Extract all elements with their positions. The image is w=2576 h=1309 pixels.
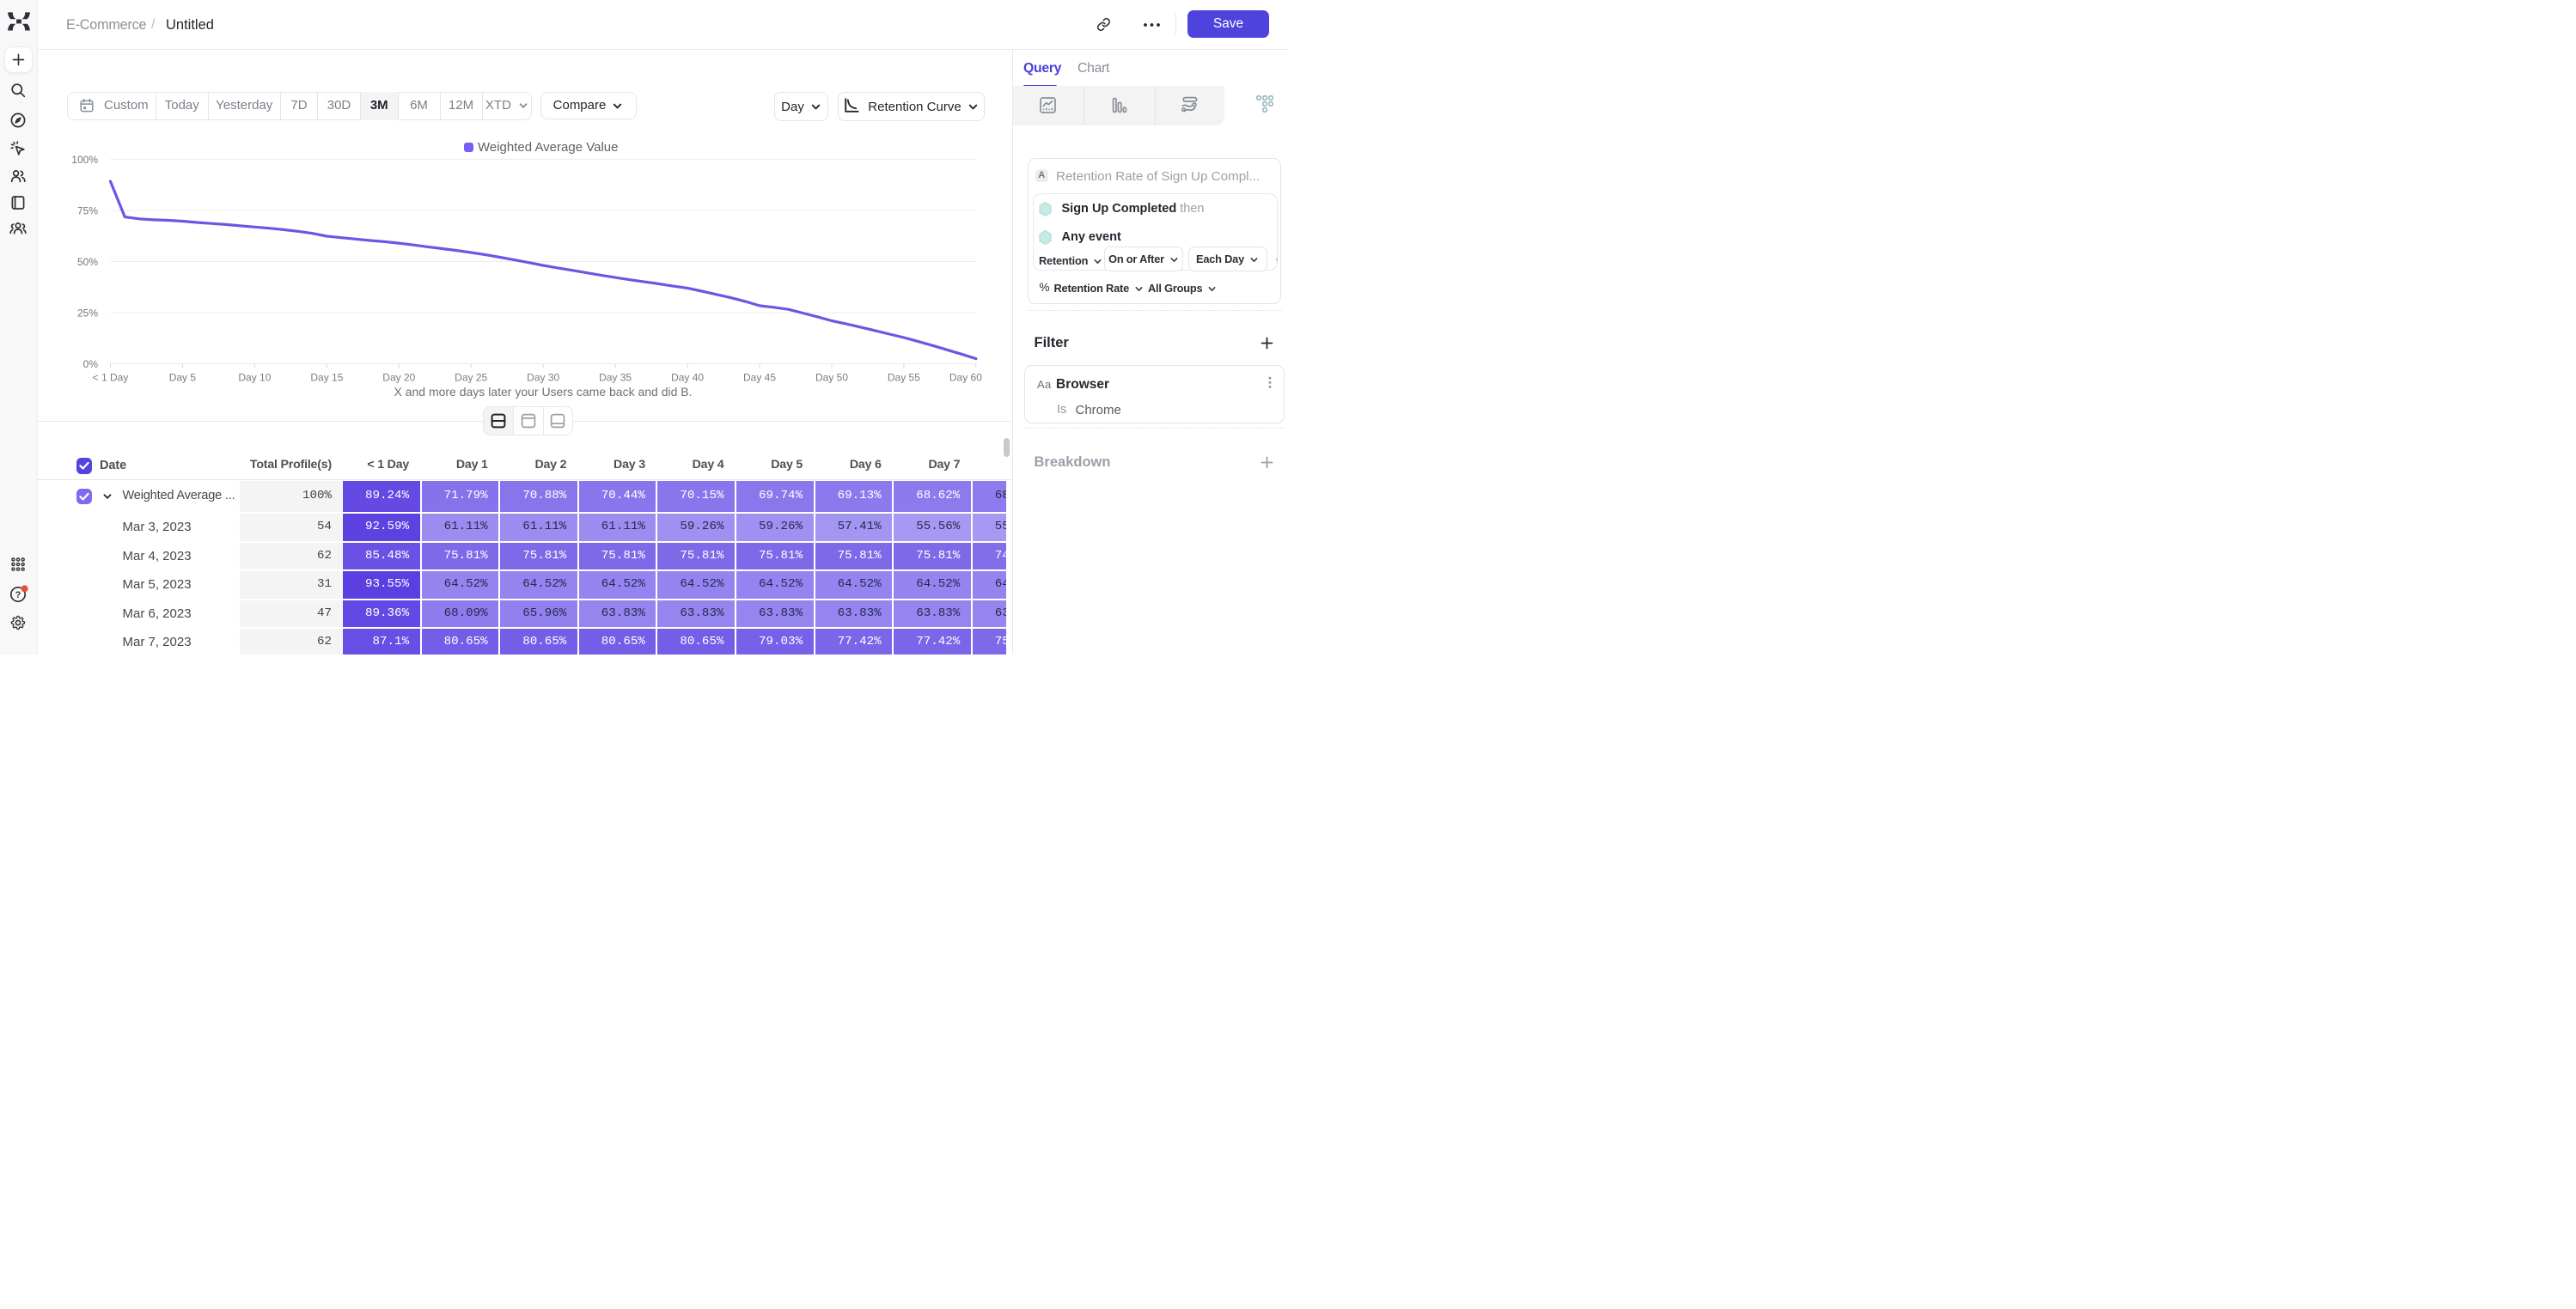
svg-text:Day 15: Day 15 <box>310 372 343 384</box>
svg-text:Day 45: Day 45 <box>743 372 776 384</box>
svg-text:< 1 Day: < 1 Day <box>93 372 129 384</box>
svg-text:Day 35: Day 35 <box>599 372 632 384</box>
svg-text:Day 55: Day 55 <box>888 372 920 384</box>
svg-text:Day 30: Day 30 <box>527 372 559 384</box>
svg-text:0%: 0% <box>83 358 99 370</box>
svg-text:Day 25: Day 25 <box>455 372 487 384</box>
svg-text:Day 40: Day 40 <box>671 372 704 384</box>
svg-text:75%: 75% <box>77 205 98 217</box>
svg-text:Day 10: Day 10 <box>238 372 271 384</box>
svg-text:50%: 50% <box>77 256 98 268</box>
svg-text:?: ? <box>15 590 21 600</box>
svg-text:Day 50: Day 50 <box>815 372 848 384</box>
svg-text:Day 20: Day 20 <box>382 372 415 384</box>
svg-text:25%: 25% <box>77 307 98 320</box>
svg-text:Day 5: Day 5 <box>169 372 197 384</box>
svg-text:Day 60: Day 60 <box>949 372 982 384</box>
svg-text:100%: 100% <box>71 154 98 166</box>
